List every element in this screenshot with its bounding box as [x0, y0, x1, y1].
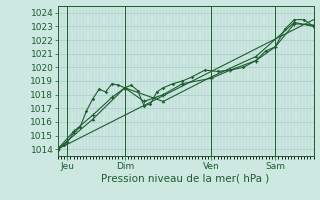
X-axis label: Pression niveau de la mer( hPa ): Pression niveau de la mer( hPa ) [101, 173, 270, 183]
